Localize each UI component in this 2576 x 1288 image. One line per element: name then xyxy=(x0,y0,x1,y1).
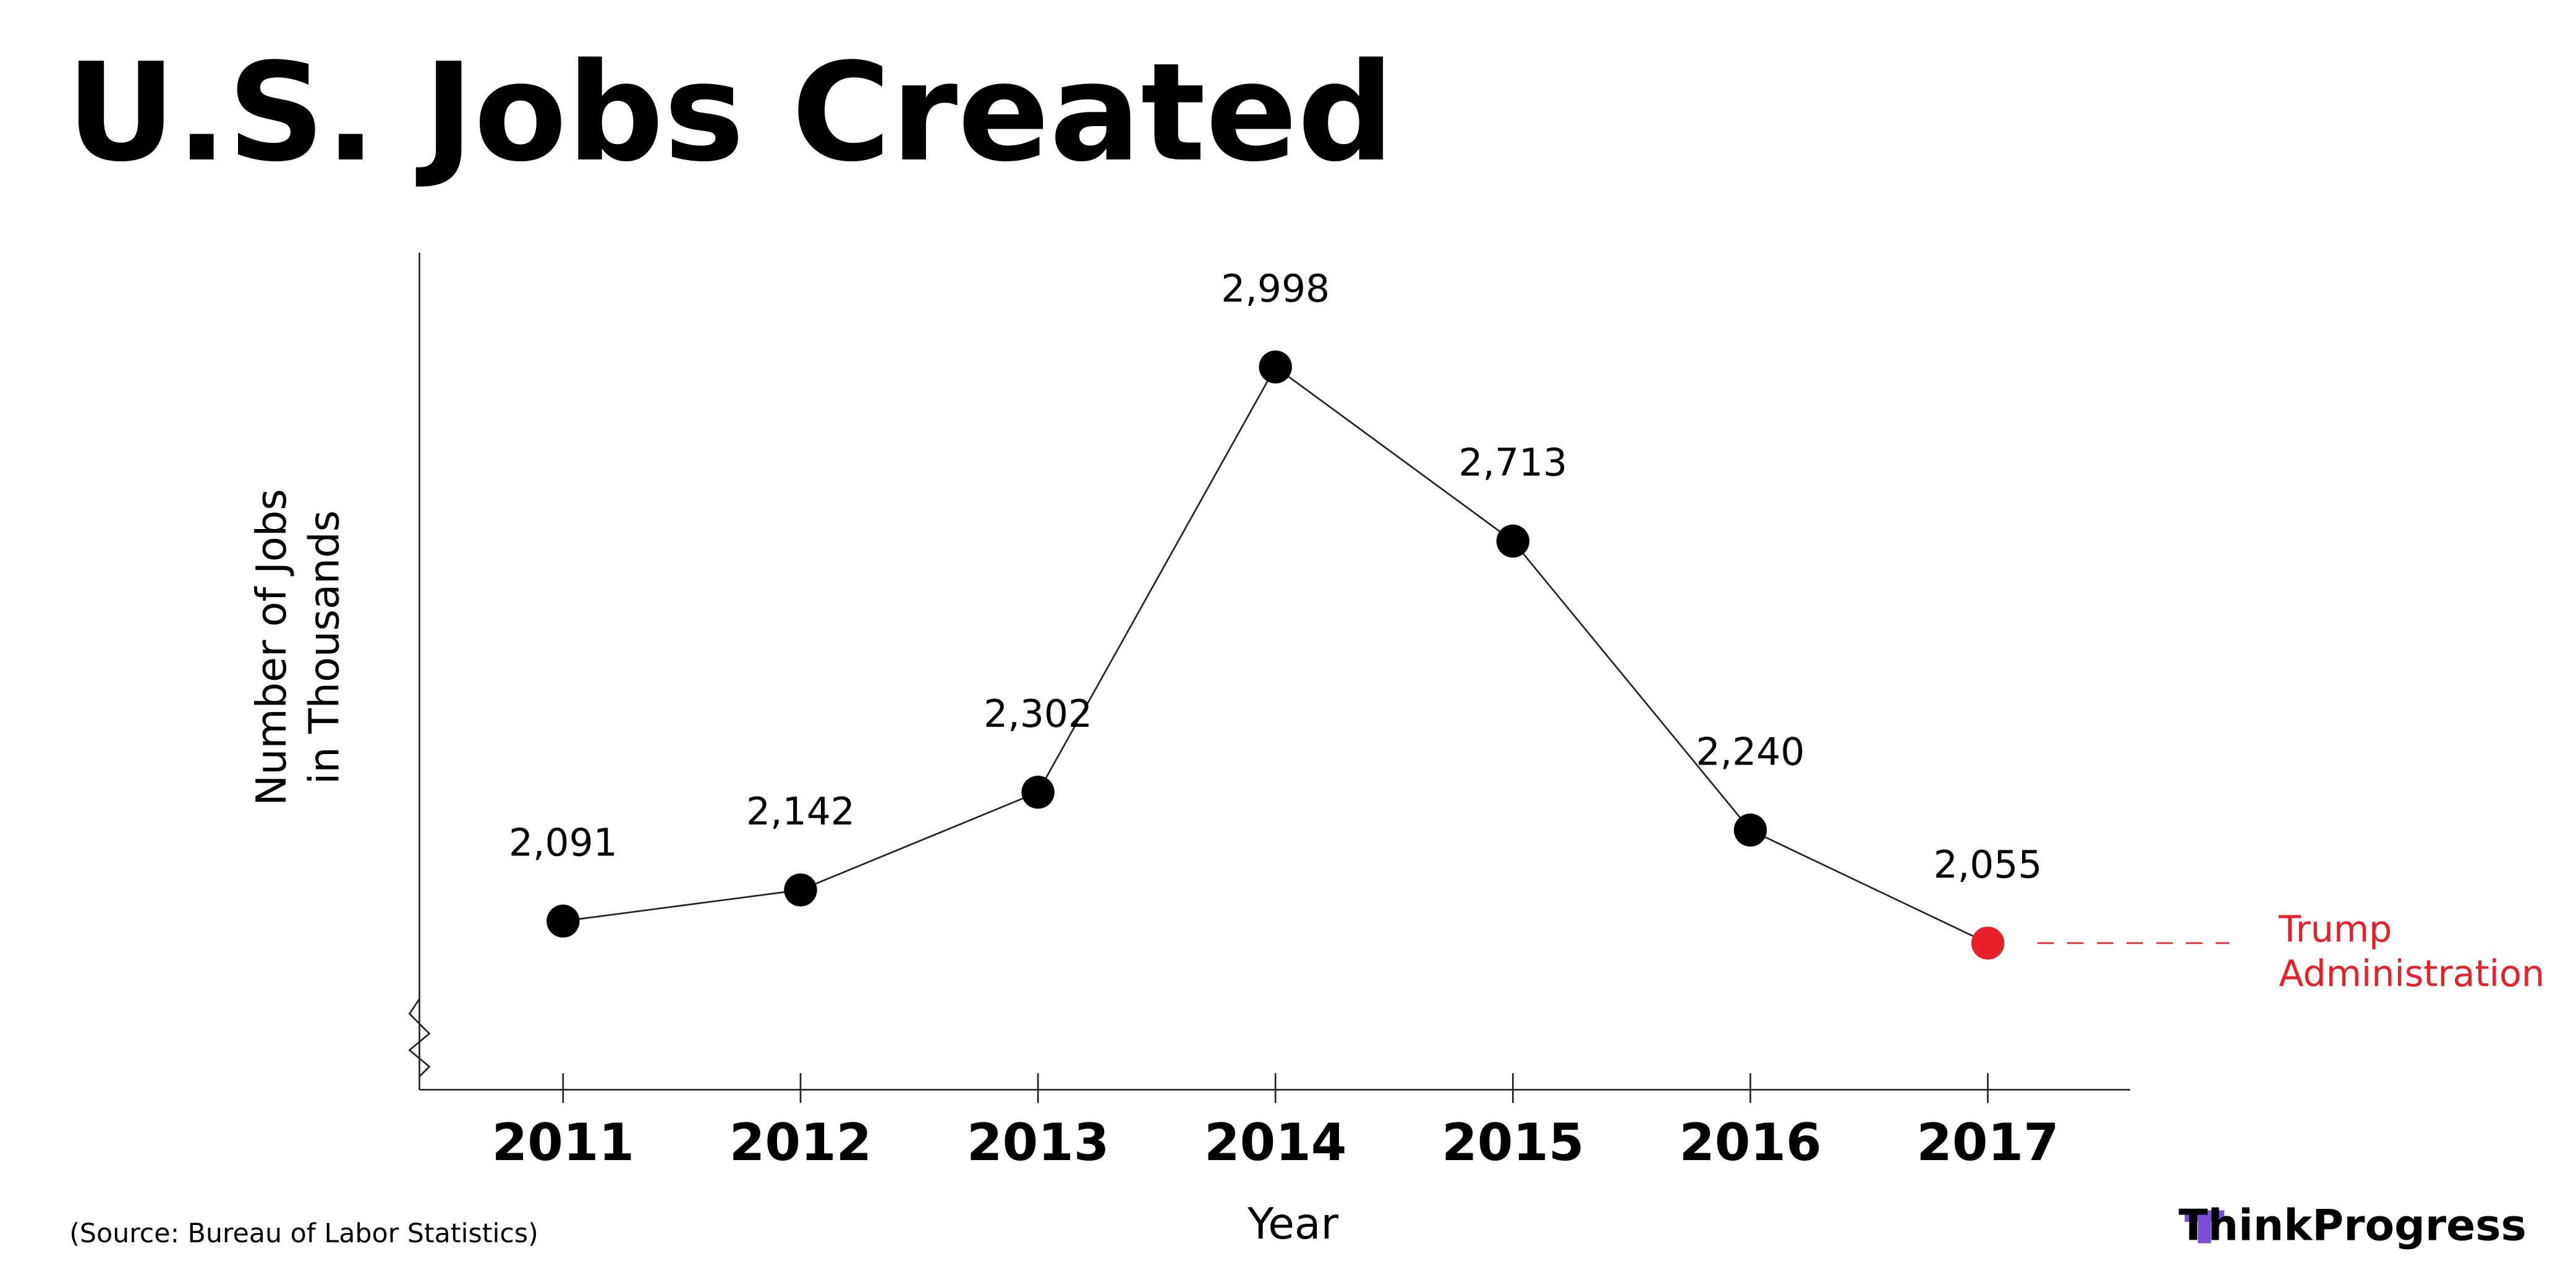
x-tick-label: 2014 xyxy=(1204,1112,1346,1172)
axis-break xyxy=(408,998,431,1077)
x-tick-label: 2015 xyxy=(1442,1112,1584,1172)
x-tick-label: 2013 xyxy=(967,1112,1109,1172)
y-axis-label: Number of Jobs xyxy=(247,489,295,806)
value-label: 2,091 xyxy=(509,821,618,865)
annotation: Trump xyxy=(2278,907,2392,950)
value-label: 2,998 xyxy=(1221,267,1330,311)
value-label: 2,055 xyxy=(1934,843,2043,887)
x-tick-label: 2017 xyxy=(1916,1112,2059,1172)
data-point xyxy=(1259,350,1292,384)
annotation: Administration xyxy=(2279,952,2544,994)
value-label: 2,713 xyxy=(1458,441,1567,485)
chart-title: U.S. Jobs Created xyxy=(66,34,1395,192)
data-point xyxy=(1496,524,1530,558)
value-label: 2,240 xyxy=(1696,730,1805,774)
x-tick-label: 2012 xyxy=(729,1112,872,1172)
data-point xyxy=(546,904,580,938)
value-label: 2,302 xyxy=(984,692,1092,736)
y-axis-label: in Thousands xyxy=(300,511,348,785)
data-point xyxy=(1971,926,2005,960)
data-point xyxy=(1021,776,1055,809)
x-tick-label: 2016 xyxy=(1679,1112,1821,1172)
x-axis-label: Year xyxy=(1247,1200,1338,1249)
brand-icon xyxy=(2184,1210,2225,1244)
x-tick-label: 2011 xyxy=(492,1112,634,1172)
data-point xyxy=(784,873,817,907)
data-point xyxy=(1733,813,1767,847)
value-label: 2,142 xyxy=(746,790,855,834)
source-note: (Source: Bureau of Labor Statistics) xyxy=(69,1218,538,1249)
brand-name: ThinkProgress xyxy=(2179,1201,2527,1251)
brand-logo: ThinkProgress xyxy=(2179,1201,2527,1251)
